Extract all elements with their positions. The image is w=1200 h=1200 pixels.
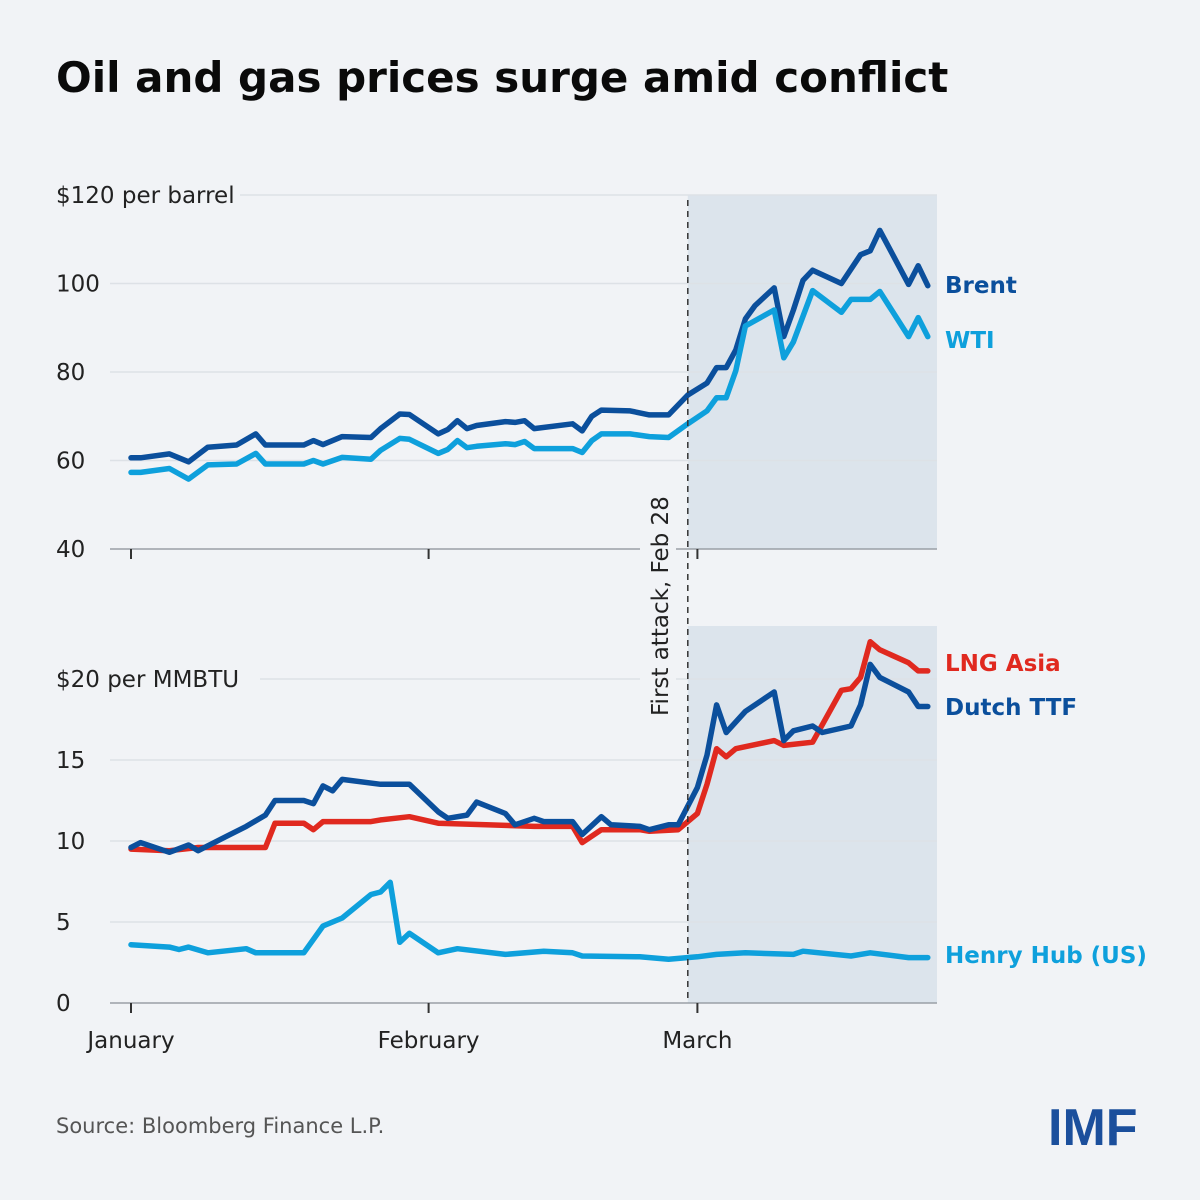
x-tick-label: January xyxy=(85,1028,174,1054)
series-label: Dutch TTF xyxy=(945,695,1077,721)
annotation-background xyxy=(640,488,676,720)
x-tick-label: March xyxy=(662,1028,732,1054)
y-tick-label: $120 per barrel xyxy=(56,183,235,209)
y-tick-label: 15 xyxy=(56,748,85,774)
y-tick-label: 5 xyxy=(56,910,71,936)
y-tick-label: 60 xyxy=(56,449,85,475)
series-line-wti xyxy=(128,287,931,482)
y-tick-label: 80 xyxy=(56,360,85,386)
chart-title: Oil and gas prices surge amid conflict xyxy=(56,53,948,102)
series-line-henry-hub-us xyxy=(128,879,931,963)
series-line-brent xyxy=(128,227,931,465)
y-tick-label: 10 xyxy=(56,829,85,855)
series-label: Brent xyxy=(945,273,1017,299)
imf-logo: IMF xyxy=(1048,1099,1138,1157)
y-tick-label: 0 xyxy=(56,991,71,1017)
y-tick-label: $20 per MMBTU xyxy=(56,667,239,693)
source-note: Source: Bloomberg Finance L.P. xyxy=(56,1114,384,1138)
series-label: WTI xyxy=(945,328,995,354)
y-tick-label: 40 xyxy=(56,537,85,563)
x-tick-label: February xyxy=(378,1028,480,1054)
series-line-dutch-ttf xyxy=(128,661,931,856)
series-line-lng-asia xyxy=(128,638,931,854)
series-label: LNG Asia xyxy=(945,651,1061,677)
conflict-shaded-region xyxy=(687,626,937,1003)
series-label: Henry Hub (US) xyxy=(945,943,1147,969)
y-tick-label: 100 xyxy=(56,272,100,298)
first-attack-annotation: First attack, Feb 28 xyxy=(648,496,674,716)
